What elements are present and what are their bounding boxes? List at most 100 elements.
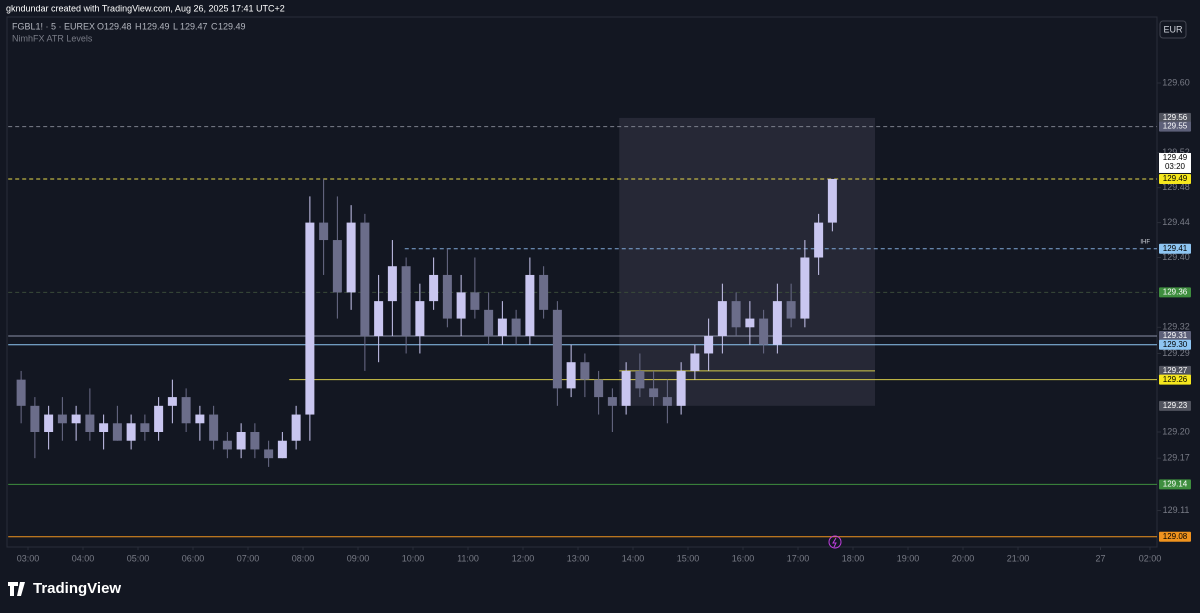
price-label: 129.56 [1163,113,1188,122]
y-tick-label: 129.11 [1163,505,1190,515]
price-label-bg [1159,374,1191,385]
x-tick-label: 20:00 [952,553,975,563]
x-tick-label: 11:00 [457,553,479,563]
candle-body [525,274,535,337]
y-tick-label: 129.20 [1162,426,1190,436]
candle-body [621,370,631,406]
event-icon[interactable] [828,535,842,549]
y-tick-label: 129.32 [1162,322,1190,332]
plot-frame [6,16,1158,548]
ohlc-letter: H [135,21,142,31]
candle-body [167,397,177,406]
candle-body [497,318,507,337]
y-tick-label: 129.60 [1162,77,1190,87]
price-label-bg [1159,400,1191,411]
x-tick-label: 19:00 [897,553,920,563]
candle-body [236,432,246,450]
y-tick-label: 129.17 [1162,453,1190,463]
currency[interactable]: EUR [1163,24,1183,34]
price-label-bg [1159,287,1191,298]
candle-body [759,318,769,345]
x-tick-label: 13:00 [567,553,590,563]
candle-body [209,414,219,441]
price-label: 129.49 [1163,174,1188,183]
candle-body [305,222,315,415]
level-tag: IHF [1140,239,1150,245]
candle-body [99,423,109,432]
price-label-bg [1159,121,1191,132]
candle-body [594,379,604,398]
y-tick-label: 129.44 [1162,217,1190,227]
price-label: 129.41 [1163,244,1188,253]
x-tick-label: 16:00 [732,553,755,563]
candle-body [250,432,260,450]
candle-body [319,222,329,241]
x-tick-label: 06:00 [182,553,205,563]
chart-layer: 129.60129.52129.48129.44129.40129.32129.… [8,77,1191,563]
candle-body [181,397,191,424]
x-tick-label: 18:00 [842,553,865,563]
candle-body [277,440,287,459]
logo-icon [8,582,25,596]
candle-body [30,405,40,432]
candle-body [44,414,54,432]
price-label-bg [1159,243,1191,254]
current-price: 129.49 [1163,153,1188,162]
candle-body [154,405,164,432]
range-box [619,117,875,406]
candle-body [470,292,480,310]
price-label-bg [1159,173,1191,184]
price-label-bg [1159,479,1191,490]
x-tick-label: 08:00 [292,553,315,563]
price-label: 129.26 [1163,375,1188,384]
ohlc-letter: L [173,21,178,31]
price-label: 129.14 [1163,479,1188,488]
candle-body [690,353,700,371]
candle-body [662,397,672,406]
candle-body [745,318,755,328]
candle-body [222,440,232,450]
symbol: FGBL1! · 5 · EUREX [12,21,95,31]
watermark: gkndundar created with TradingView.com, … [6,3,285,13]
price-label-bg [1159,331,1191,342]
candle-body [401,266,411,337]
x-tick-label: 27 [1095,553,1105,563]
price-label-bg [1159,339,1191,350]
price-label: 129.55 [1163,122,1188,131]
candle-body [676,370,686,406]
candle-body [827,178,837,223]
candle-body [332,240,342,293]
price-label-bg [1159,365,1191,376]
x-tick-label: 04:00 [72,553,95,563]
x-tick-label: 02:00 [1139,553,1162,563]
current-price-bg [1159,152,1191,173]
candle-body [814,222,824,258]
price-label: 129.23 [1163,401,1188,410]
x-tick-label: 15:00 [677,553,700,563]
candle-body [387,266,397,302]
countdown: 03:20 [1165,162,1186,171]
x-tick-label: 07:00 [237,553,260,563]
y-tick-label: 129.48 [1162,182,1190,192]
candle-body [85,414,95,432]
candle-body [649,388,659,398]
y-tick-label: 129.52 [1162,147,1190,157]
x-tick-label: 14:00 [622,553,645,563]
indicator: NimhFX ATR Levels [12,33,93,43]
x-tick-label: 05:00 [127,553,150,563]
price-label: 129.08 [1163,532,1188,541]
currency-button[interactable] [1159,20,1187,39]
candle-body [264,449,274,459]
candle-body [717,301,727,337]
event-bolt [832,537,837,548]
price-label: 129.27 [1163,366,1188,375]
candle-body [346,222,356,293]
price-label: 129.30 [1163,340,1188,349]
candle-body [800,257,810,319]
candle-body [539,274,549,310]
ohlc-letter: O [97,21,104,31]
ohlc-value: 129.49 [142,21,170,31]
y-tick-label: 129.29 [1162,348,1190,358]
